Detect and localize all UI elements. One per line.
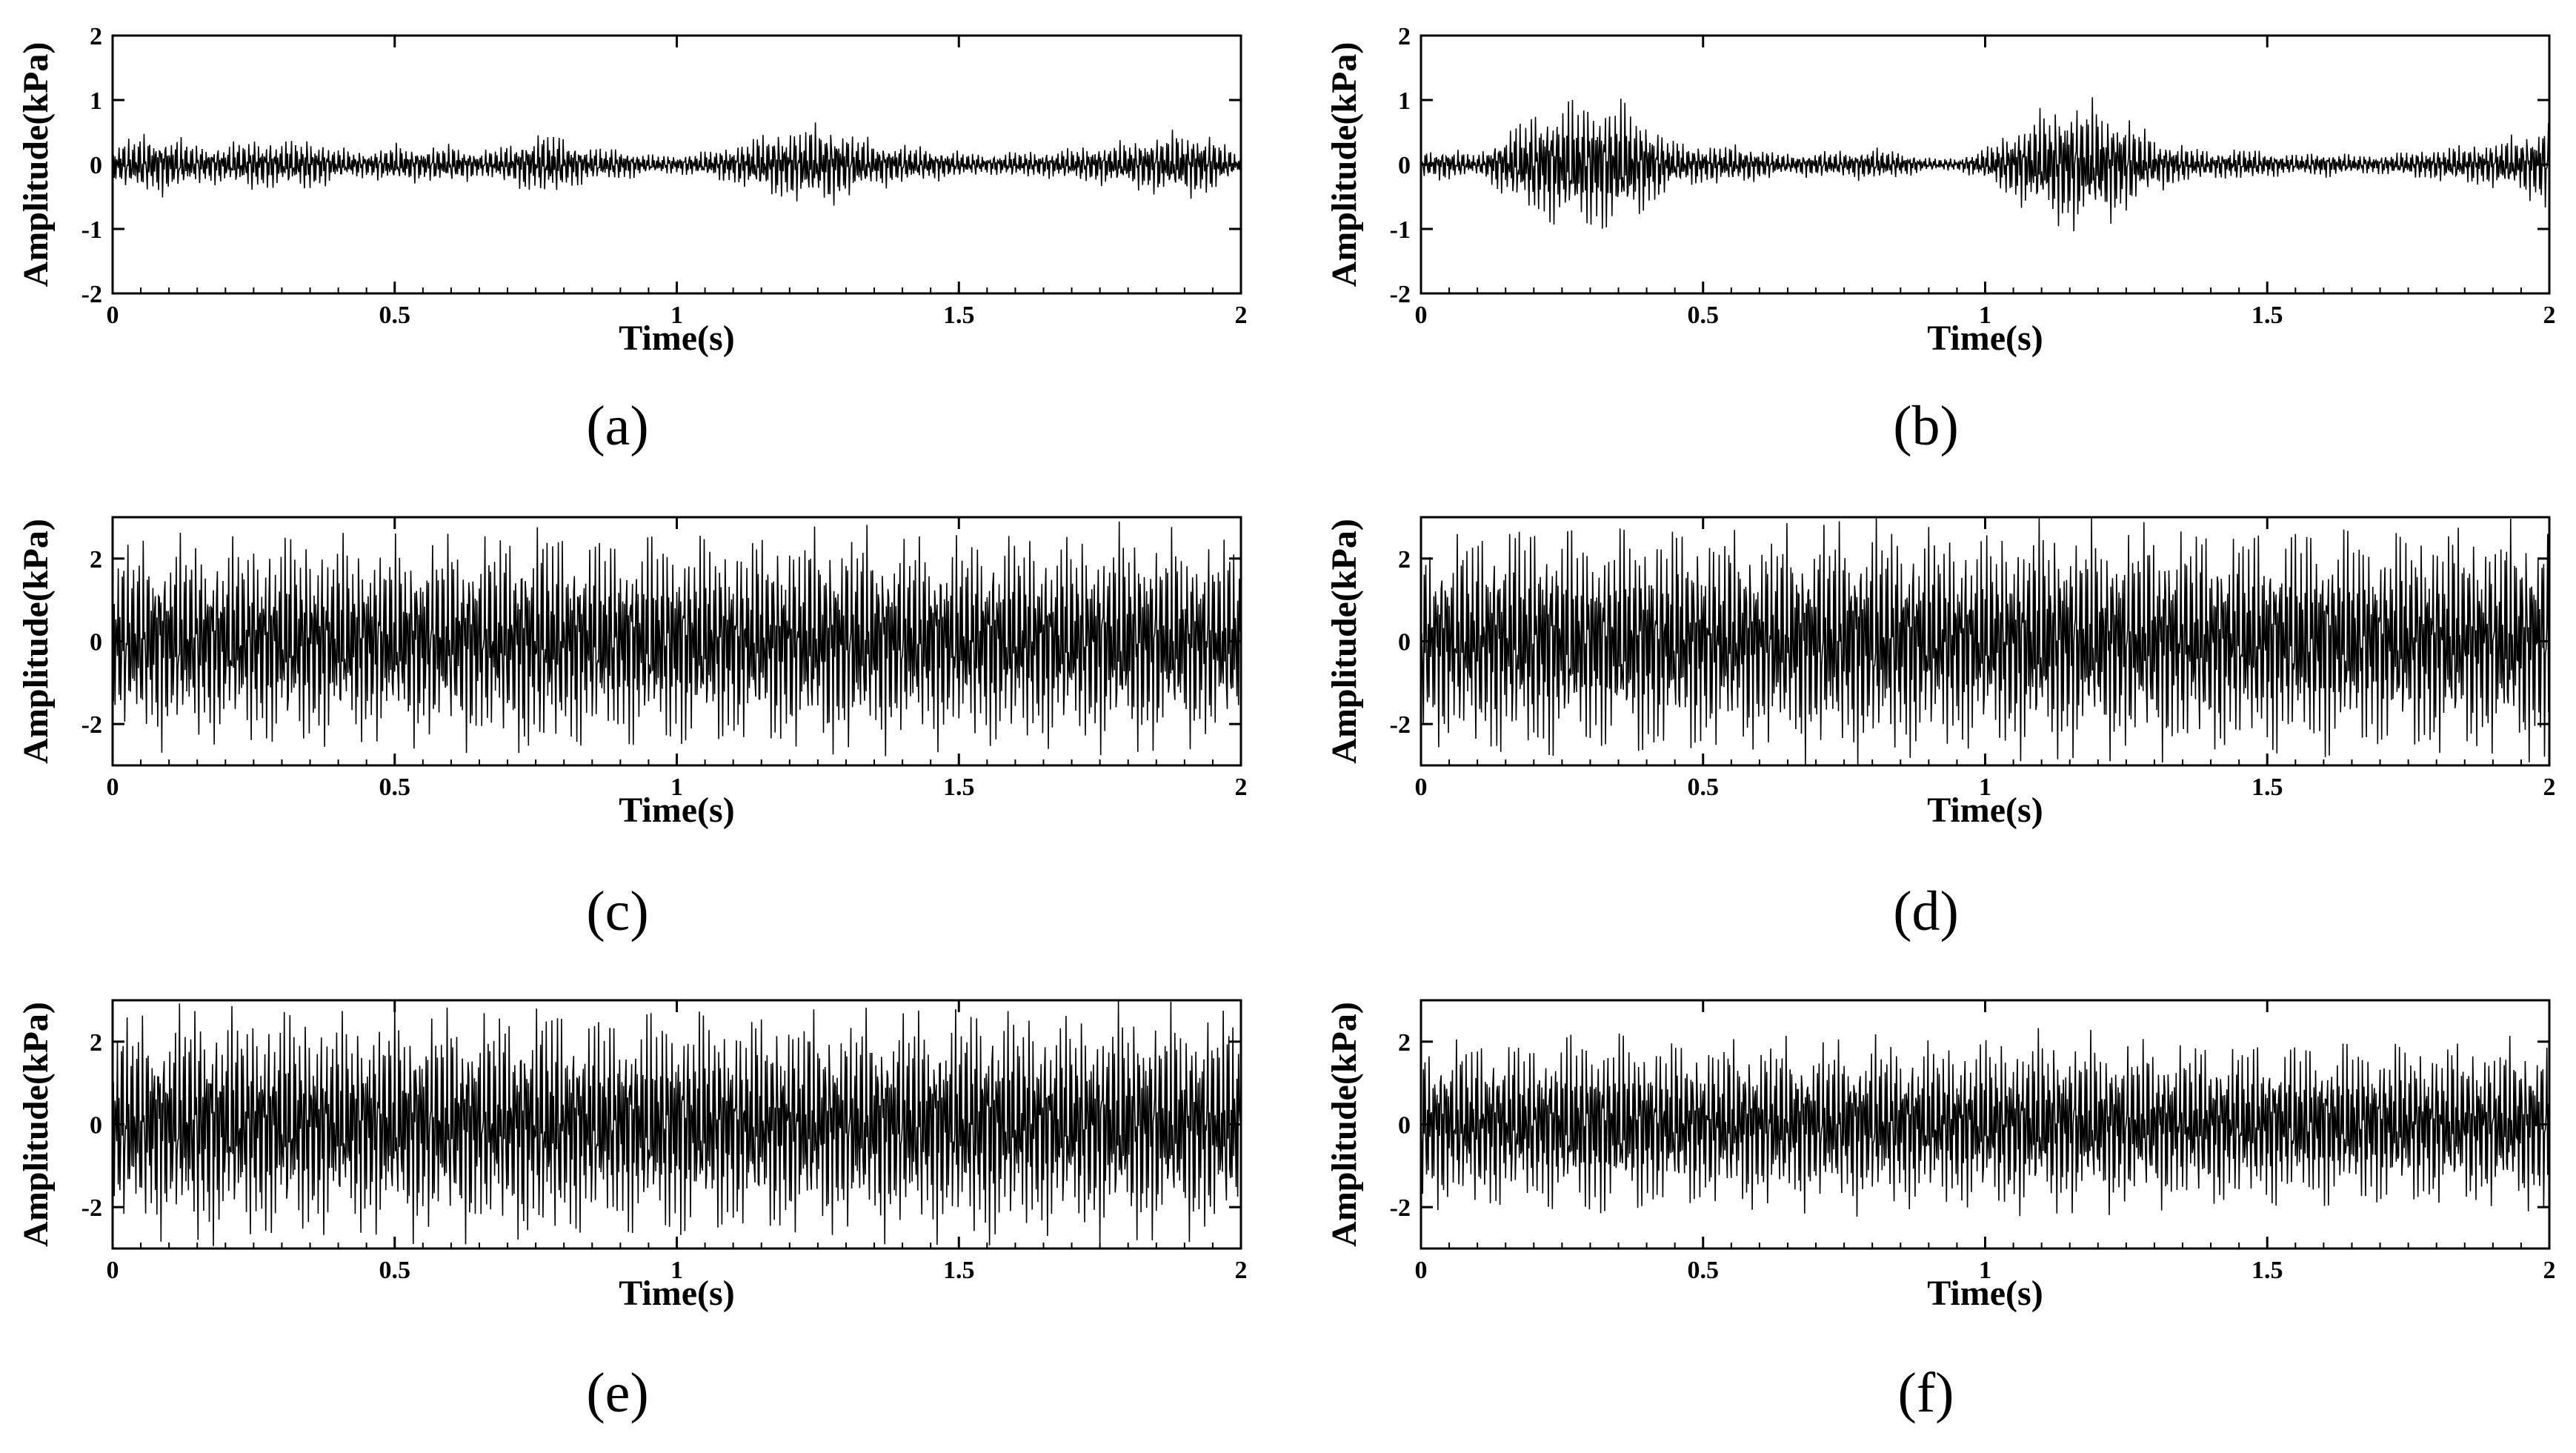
x-tick-label: 1 bbox=[1979, 774, 1991, 801]
x-tick-label: 2 bbox=[1235, 1257, 1248, 1284]
y-tick-label: -2 bbox=[1390, 711, 1411, 739]
x-axis-title: Time(s) bbox=[1927, 319, 2043, 358]
chart-panel-3: 0 0.5 1 1.5 2 2 0 -2 Time(s) Amplitude(kPa) (c) bbox=[16, 516, 1248, 942]
x-tick-label: 1.5 bbox=[2251, 302, 2283, 329]
waveform-series bbox=[1420, 516, 2550, 766]
panel-caption: (d) bbox=[1893, 880, 1959, 942]
x-tick-label: 0 bbox=[1415, 1257, 1428, 1284]
x-tick-label: 0.5 bbox=[379, 302, 411, 329]
y-tick-label: 0 bbox=[1398, 629, 1411, 656]
y-axis-title: Amplitude(kPa) bbox=[16, 42, 56, 287]
y-tick-label: -2 bbox=[1390, 1194, 1411, 1222]
panel-caption: (f) bbox=[1898, 1362, 1954, 1424]
x-tick-label: 0 bbox=[1415, 302, 1428, 329]
x-axis-title: Time(s) bbox=[619, 791, 734, 830]
x-tick-label: 0 bbox=[107, 302, 119, 329]
y-tick-label: -2 bbox=[81, 1194, 102, 1222]
x-tick-label: 1 bbox=[1979, 1257, 1991, 1284]
x-tick-label: 0.5 bbox=[379, 1257, 411, 1284]
y-tick-label: 1 bbox=[1398, 87, 1411, 115]
chart-panel-6: 0 0.5 1 1.5 2 2 0 -2 Time(s) Amplitude(kPa) (f) bbox=[1325, 999, 2556, 1424]
x-tick-label: 0.5 bbox=[1688, 1257, 1720, 1284]
x-tick-label: 1.5 bbox=[943, 302, 975, 329]
chart-panel-2: 0 0.5 1 1.5 2 2 1 0 -1 -2 Time(s) Amplitude(kPa) (b) bbox=[1325, 23, 2556, 457]
chart-panel-4: 0 0.5 1 1.5 2 2 0 -2 Time(s) Amplitude(kPa) (d) bbox=[1325, 516, 2556, 942]
x-tick-label: 1.5 bbox=[943, 774, 975, 801]
y-tick-label: -1 bbox=[1390, 216, 1411, 244]
y-tick-label: 0 bbox=[90, 1112, 102, 1140]
x-tick-label: 0.5 bbox=[1688, 774, 1720, 801]
y-tick-label: 2 bbox=[1398, 1029, 1411, 1057]
waveform-series bbox=[112, 1000, 1242, 1246]
x-tick-label: 2 bbox=[1235, 774, 1248, 801]
x-tick-label: 1 bbox=[670, 302, 683, 329]
y-tick-label: 0 bbox=[90, 629, 102, 656]
x-tick-label: 1 bbox=[670, 774, 683, 801]
x-tick-label: 2 bbox=[2543, 774, 2556, 801]
panel-caption: (c) bbox=[586, 880, 648, 942]
x-tick-label: 1 bbox=[1979, 302, 1991, 329]
y-tick-label: 0 bbox=[1398, 152, 1411, 179]
x-tick-label: 1.5 bbox=[943, 1257, 975, 1284]
y-tick-label: 2 bbox=[1398, 546, 1411, 573]
x-tick-label: 2 bbox=[2543, 302, 2556, 329]
y-tick-label: 0 bbox=[1398, 1112, 1411, 1140]
y-tick-label: 0 bbox=[90, 152, 102, 179]
x-axis-title: Time(s) bbox=[619, 1274, 734, 1313]
y-axis-title: Amplitude(kPa) bbox=[1325, 1002, 1364, 1247]
x-axis-title: Time(s) bbox=[619, 319, 734, 358]
panel-caption: (a) bbox=[586, 395, 648, 457]
y-tick-label: -2 bbox=[1390, 281, 1411, 308]
chart-panel-5: 0 0.5 1 1.5 2 2 0 -2 Time(s) Amplitude(kPa) (e) bbox=[16, 999, 1248, 1424]
panel-caption: (b) bbox=[1893, 395, 1959, 457]
y-axis-title: Amplitude(kPa) bbox=[1325, 519, 1364, 764]
waveform-series bbox=[1420, 1028, 2550, 1217]
x-axis-title: Time(s) bbox=[1927, 791, 2043, 830]
x-tick-label: 1.5 bbox=[2251, 774, 2283, 801]
y-axis-title: Amplitude(kPa) bbox=[16, 1002, 56, 1247]
x-tick-label: 0.5 bbox=[379, 774, 411, 801]
x-tick-label: 2 bbox=[1235, 302, 1248, 329]
x-tick-label: 1 bbox=[670, 1257, 683, 1284]
y-tick-label: 2 bbox=[90, 23, 102, 50]
y-axis-title: Amplitude(kPa) bbox=[16, 519, 56, 764]
x-tick-label: 0 bbox=[107, 774, 119, 801]
waveform-series bbox=[112, 521, 1242, 757]
x-tick-label: 0 bbox=[107, 1257, 119, 1284]
x-axis-title: Time(s) bbox=[1927, 1274, 2043, 1313]
y-tick-label: 1 bbox=[90, 87, 102, 115]
x-tick-label: 1.5 bbox=[2251, 1257, 2283, 1284]
chart-panel-1: 0 0.5 1 1.5 2 2 1 0 -1 -2 Time(s) Amplitude(kPa) (a) bbox=[16, 23, 1248, 457]
waveform-series bbox=[1420, 97, 2550, 232]
x-tick-label: 0 bbox=[1415, 774, 1428, 801]
y-tick-label: -2 bbox=[81, 711, 102, 739]
y-tick-label: 2 bbox=[90, 546, 102, 573]
panel-caption: (e) bbox=[586, 1362, 648, 1424]
y-tick-label: -2 bbox=[81, 281, 102, 308]
y-axis-title: Amplitude(kPa) bbox=[1325, 42, 1364, 287]
y-tick-label: 2 bbox=[1398, 23, 1411, 50]
x-tick-label: 2 bbox=[2543, 1257, 2556, 1284]
x-tick-label: 0.5 bbox=[1688, 302, 1720, 329]
y-tick-label: 2 bbox=[90, 1029, 102, 1057]
y-tick-label: -1 bbox=[81, 216, 102, 244]
waveform-series bbox=[112, 122, 1242, 206]
